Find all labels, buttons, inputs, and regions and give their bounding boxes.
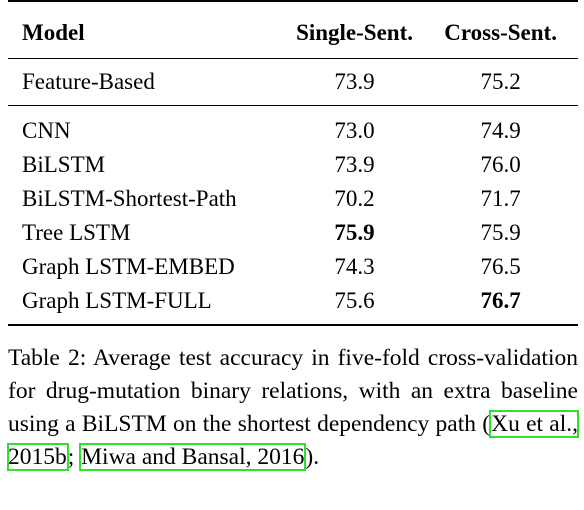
cell-cross: 75.2: [480, 69, 521, 94]
cell-single: 73.9: [334, 69, 375, 94]
caption-separator: ;: [67, 444, 81, 470]
cell-single: 73.0: [334, 118, 375, 143]
citation-link-xu[interactable]: Xu et al., 2015b: [7, 410, 579, 471]
cell-model: Tree LSTM: [22, 220, 131, 245]
table-row: BiLSTM 73.9 76.0: [8, 148, 578, 182]
table-row: Graph LSTM-EMBED 74.3 76.5: [8, 250, 578, 284]
header-model: Model: [22, 20, 85, 45]
citation-link-miwa[interactable]: Miwa and Bansal, 2016: [79, 443, 307, 471]
header-cross-sent: Cross-Sent.: [444, 20, 557, 45]
table-row-baseline: Feature-Based 73.9 75.2: [8, 58, 578, 106]
cell-model: Feature-Based: [22, 69, 155, 94]
cell-cross: 76.7: [480, 288, 521, 313]
cell-cross: 74.9: [480, 118, 521, 143]
cell-model: CNN: [22, 118, 71, 143]
table-row: Tree LSTM 75.9 75.9: [8, 216, 578, 250]
cell-model: Graph LSTM-EMBED: [22, 254, 235, 279]
caption-end: ).: [305, 444, 320, 470]
table-row: CNN 73.0 74.9: [8, 105, 578, 149]
table-row: Graph LSTM-FULL 75.6 76.7: [8, 284, 578, 325]
cell-model: BiLSTM-Shortest-Path: [22, 186, 237, 211]
cell-single: 73.9: [334, 152, 375, 177]
table-caption: Table 2: Average test accuracy in five-f…: [7, 342, 579, 474]
cell-cross: 76.5: [480, 254, 521, 279]
cell-cross: 75.9: [480, 220, 521, 245]
cell-single: 70.2: [334, 186, 375, 211]
results-table: Model Single-Sent. Cross-Sent. Feature-B…: [8, 0, 578, 326]
table-row: BiLSTM-Shortest-Path 70.2 71.7: [8, 182, 578, 216]
results-table-container: Model Single-Sent. Cross-Sent. Feature-B…: [8, 0, 578, 326]
cell-single: 75.9: [334, 220, 375, 245]
cell-model: Graph LSTM-FULL: [22, 288, 212, 313]
caption-text: Table 2: Average test accuracy in five-f…: [8, 345, 578, 437]
cell-single: 75.6: [334, 288, 375, 313]
cell-cross: 71.7: [480, 186, 521, 211]
cell-model: BiLSTM: [22, 152, 106, 177]
table-header-row: Model Single-Sent. Cross-Sent.: [8, 1, 578, 59]
header-single-sent: Single-Sent.: [296, 20, 413, 45]
cell-cross: 76.0: [480, 152, 521, 177]
cell-single: 74.3: [334, 254, 375, 279]
